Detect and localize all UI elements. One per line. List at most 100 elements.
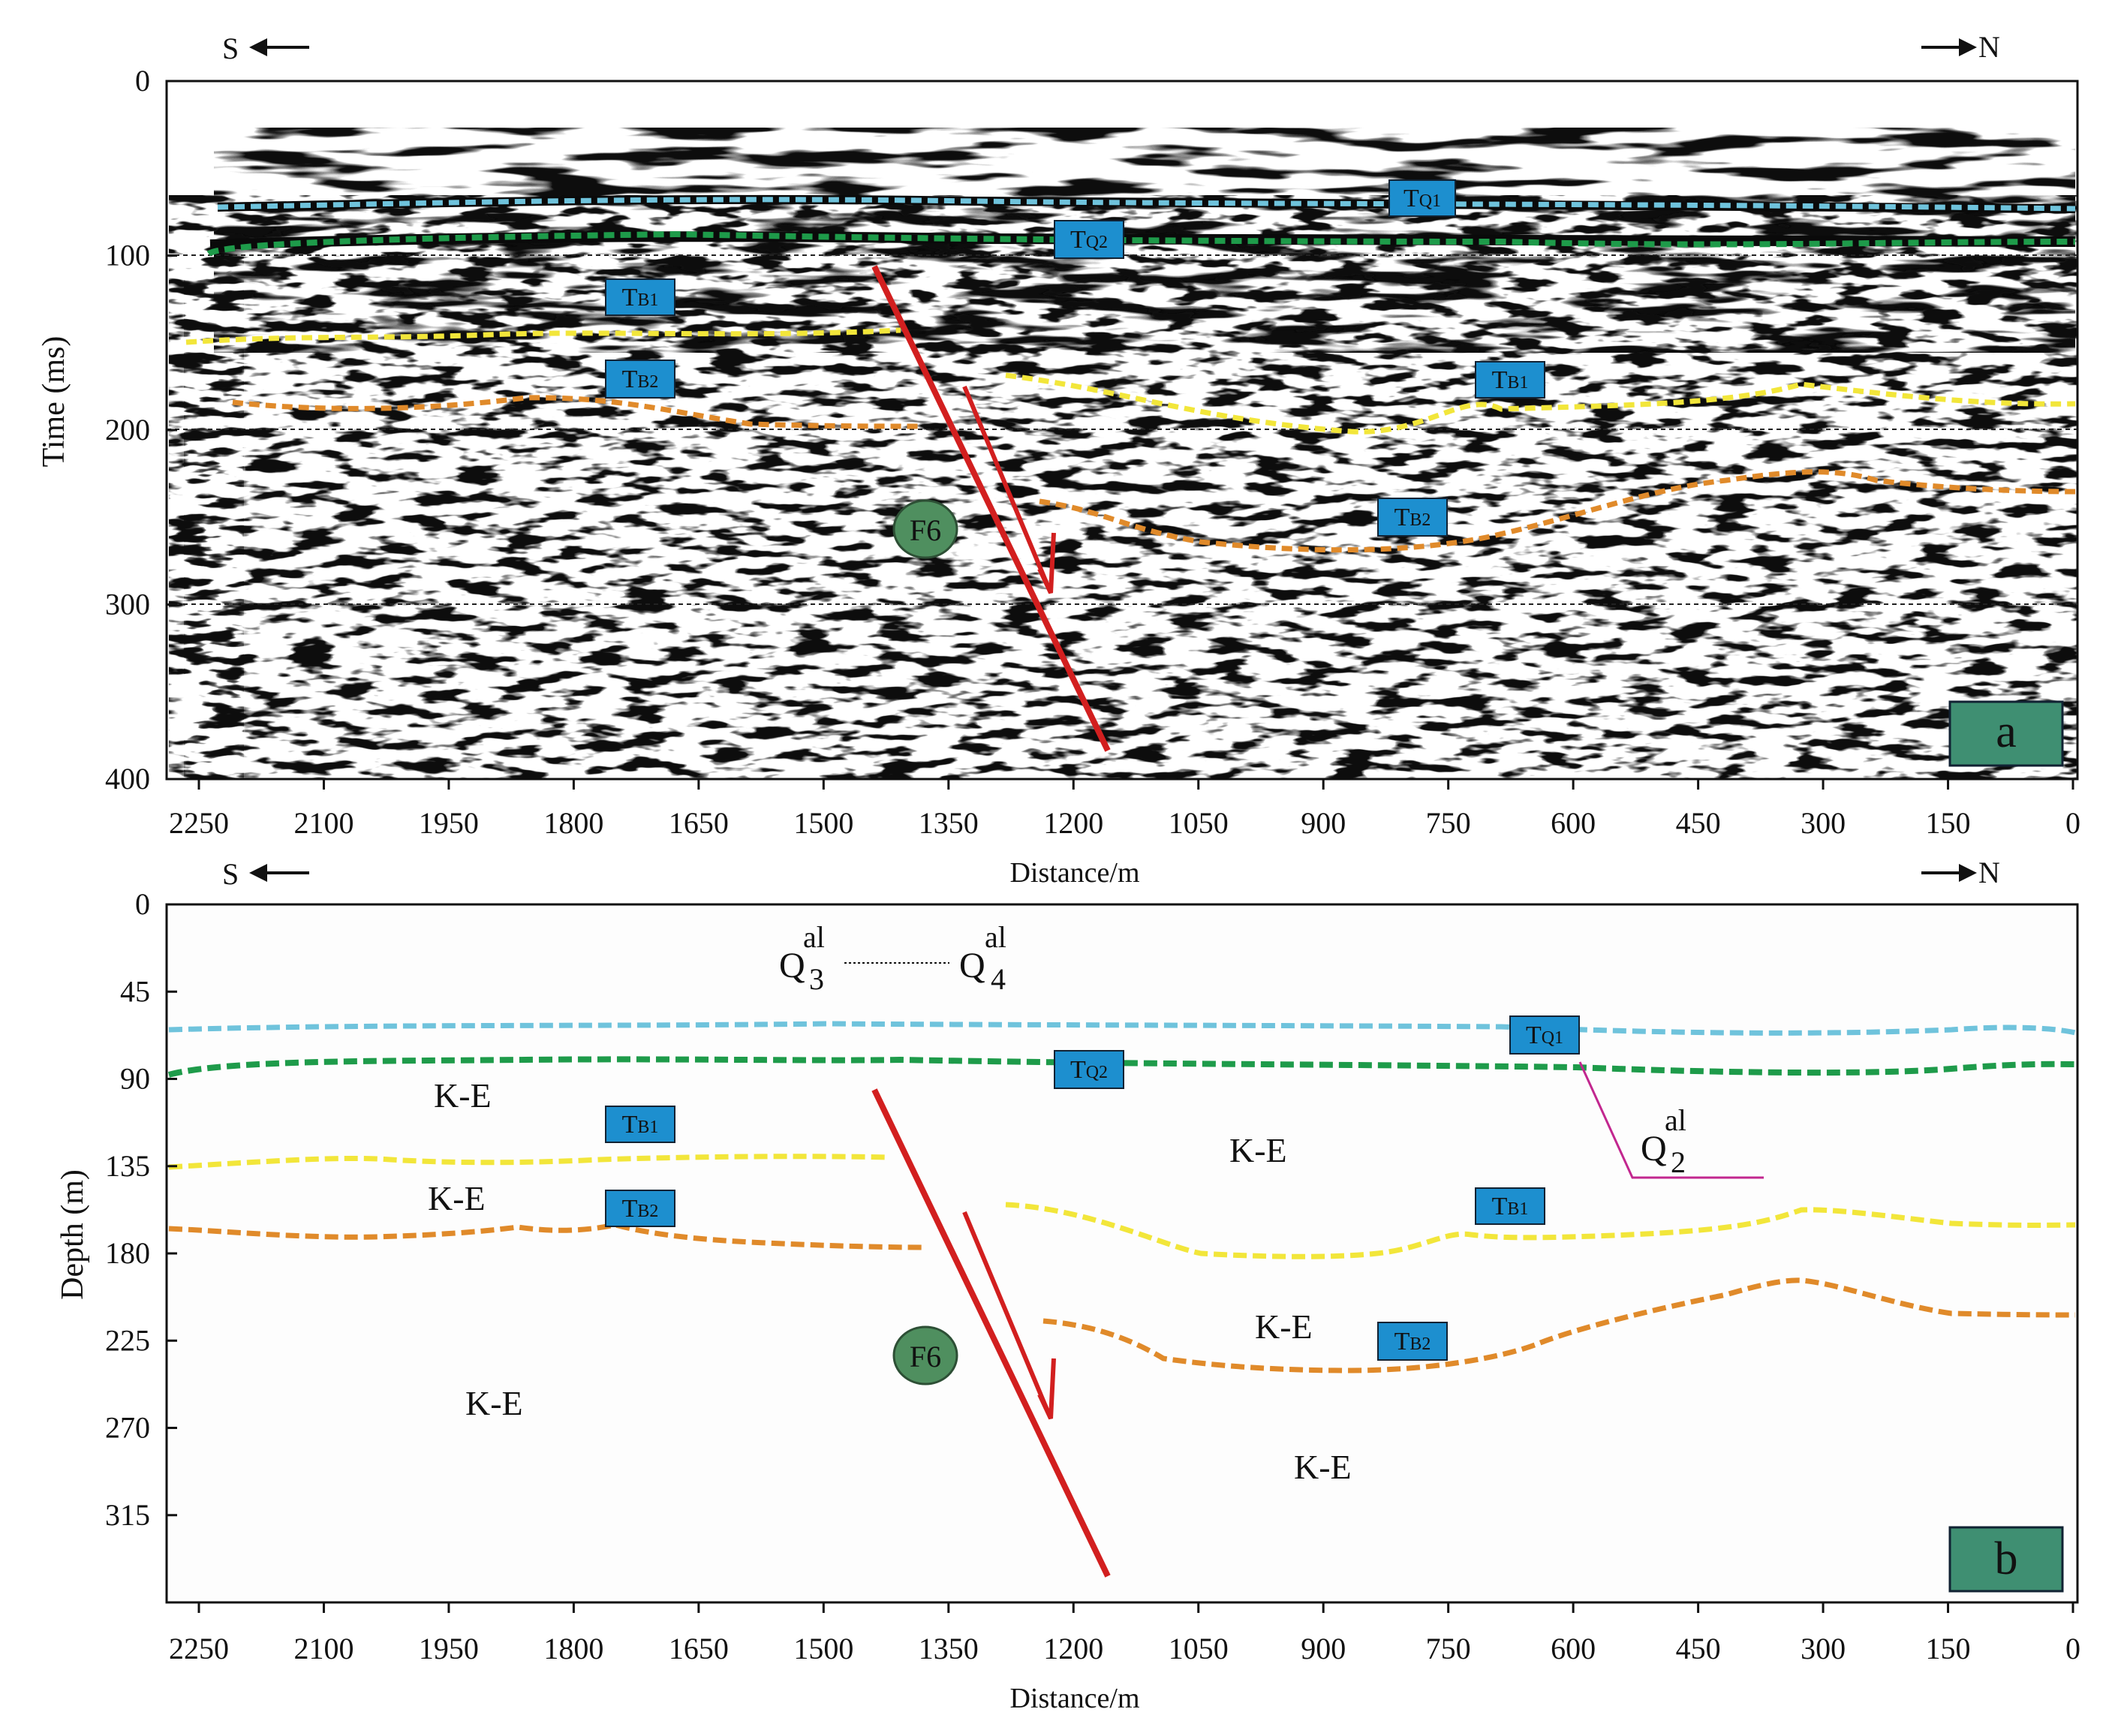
x-axis-label-a: Distance/m (1009, 857, 1139, 889)
tag-tq1-a-main: T (1403, 185, 1419, 212)
x-ticks-b: 2250 2100 1950 1800 1650 1500 1350 1200 1050 900 7… (169, 1602, 2080, 1665)
y-ticks-a: 0 100 200 300 400 (105, 64, 177, 796)
svg-text:TB2: TB2 (622, 366, 659, 393)
y-tick-label: 225 (105, 1323, 150, 1357)
unit-label-ke-1: K-E (434, 1076, 492, 1115)
direction-south-b: S (222, 857, 239, 891)
x-tick-label: 150 (1926, 1632, 1971, 1665)
tag-tq2-b: TQ2 (1054, 1050, 1124, 1089)
tag-tq1-a-sub: Q1 (1419, 191, 1441, 211)
svg-text:TQ1: TQ1 (1526, 1021, 1563, 1049)
svg-text:TB2: TB2 (1394, 504, 1431, 531)
tag-tb2-b-south-main: T (622, 1195, 638, 1223)
direction-north-a: N (1978, 30, 2000, 64)
tag-tb1-b-north-main: T (1492, 1193, 1508, 1220)
x-tick-label: 450 (1676, 1632, 1721, 1665)
x-tick-label: 1350 (919, 1632, 979, 1665)
x-tick-label: 1950 (419, 1632, 479, 1665)
tag-tb1-b-north-sub: B1 (1507, 1199, 1528, 1219)
tag-tq1-b-sub: Q1 (1542, 1028, 1563, 1048)
tag-tq2-b-main: T (1070, 1056, 1086, 1084)
label-q2-al: Q al 2 (1641, 1103, 1686, 1179)
q2-base: Q (1641, 1129, 1667, 1169)
horizon-tq1-b (168, 1021, 2076, 1036)
tag-tb1-b-south-main: T (622, 1111, 638, 1139)
unit-label-ke-5: K-E (465, 1384, 523, 1422)
x-tick-label: 900 (1301, 1632, 1346, 1665)
unit-label-ke-3: K-E (1229, 1131, 1287, 1169)
svg-text:TB1: TB1 (1492, 1193, 1529, 1220)
fault-trace-a (871, 265, 1111, 752)
tag-tb1-b-north: TB1 (1475, 1187, 1545, 1225)
unit-label-ke-6: K-E (1294, 1448, 1352, 1486)
q4-sup: al (985, 920, 1006, 954)
svg-text:TB1: TB1 (622, 1111, 659, 1139)
x-tick-label: 1650 (669, 1632, 729, 1665)
horizon-tb2-b-south (168, 1222, 924, 1250)
q3-base: Q (779, 946, 805, 985)
svg-text:TB2: TB2 (1394, 1328, 1431, 1355)
svg-text:TB1: TB1 (622, 284, 659, 311)
tag-tq2-a-main: T (1070, 226, 1086, 254)
x-tick-label: 750 (1426, 1632, 1471, 1665)
x-tick-label: 900 (1301, 806, 1346, 840)
fault-slip-arrow-b (962, 1211, 1056, 1420)
fault-badge-b (892, 1325, 958, 1385)
horizon-tb1-b-north (1005, 1202, 2076, 1259)
tag-tq2-a-sub: Q2 (1086, 233, 1108, 252)
horizon-tb1-a-south (185, 327, 901, 345)
y-tick-label: 90 (120, 1062, 150, 1096)
tag-tb1-a-south: TB1 (605, 278, 675, 316)
panel-a: F6 TQ1 TQ2 TB1 TB2 TB1 TB2 (37, 30, 2080, 889)
y-tick-label: 0 (135, 64, 150, 98)
tag-tq1-b-main: T (1526, 1021, 1542, 1049)
tag-tb1-a-south-sub: B1 (637, 290, 658, 310)
horizon-tb1-b-south (168, 1154, 890, 1170)
y-ticks-b: 0 45 90 135 180 225 270 315 (105, 887, 177, 1532)
q4-sub: 4 (991, 962, 1006, 996)
x-ticks-a: 2250 2100 1950 1800 1650 1500 1350 1200 1050 900 7… (169, 779, 2080, 840)
x-tick-label: 1500 (793, 1632, 853, 1665)
x-tick-label: 0 (2065, 806, 2080, 840)
y-tick-label: 100 (105, 239, 150, 272)
svg-text:TQ1: TQ1 (1403, 185, 1441, 212)
y-axis-label-a: Time (ms) (37, 336, 71, 468)
x-tick-label: 0 (2065, 1632, 2080, 1665)
tag-tb1-a-north-main: T (1492, 366, 1508, 394)
y-tick-label: 270 (105, 1411, 150, 1445)
q4-base: Q (959, 946, 985, 985)
panel-b: F6 TQ1 TQ2 TB1 TB2 TB1 TB2 K-E K-E (56, 856, 2080, 1714)
label-q3-al: Q al 3 (779, 920, 825, 996)
x-tick-label: 150 (1926, 806, 1971, 840)
tag-tq1-a: TQ1 (1388, 179, 1456, 217)
tag-tb2-b-north-main: T (1394, 1328, 1410, 1355)
fault-slip-arrow-a (962, 385, 1056, 594)
y-tick-label: 180 (105, 1236, 150, 1270)
tag-tb2-b-north: TB2 (1377, 1322, 1448, 1361)
x-axis-label-b: Distance/m (1009, 1683, 1139, 1714)
x-tick-label: 1800 (543, 1632, 603, 1665)
tag-tb2-b-south-sub: B2 (637, 1202, 658, 1221)
y-tick-label: 135 (105, 1149, 150, 1183)
tag-tb2-a-north-sub: B2 (1409, 510, 1431, 530)
q3-sub: 3 (809, 962, 824, 996)
fault-label-b: F6 (910, 1340, 941, 1373)
x-tick-label: 600 (1551, 806, 1596, 840)
x-tick-label: 2100 (293, 1632, 354, 1665)
y-tick-label: 315 (105, 1498, 150, 1532)
tag-tb2-a-north-main: T (1394, 504, 1410, 531)
tag-tq2-a: TQ2 (1054, 220, 1124, 259)
tag-tb1-b-south: TB1 (605, 1106, 675, 1143)
y-tick-label: 200 (105, 413, 150, 447)
x-tick-label: 1650 (669, 806, 729, 840)
q3-sup: al (803, 920, 825, 954)
horizon-tq1-a (217, 197, 2076, 212)
y-tick-label: 0 (135, 887, 150, 921)
x-tick-label: 2100 (293, 806, 354, 840)
panel-b-plot-area (165, 903, 2079, 1604)
q2-boundary-line (1578, 1061, 1764, 1179)
tag-tq2-b-sub: Q2 (1086, 1063, 1108, 1082)
panel-tag-b: b (1948, 1526, 2064, 1593)
unit-label-ke-4: K-E (1255, 1307, 1313, 1346)
tag-tb1-a-south-main: T (622, 284, 638, 311)
